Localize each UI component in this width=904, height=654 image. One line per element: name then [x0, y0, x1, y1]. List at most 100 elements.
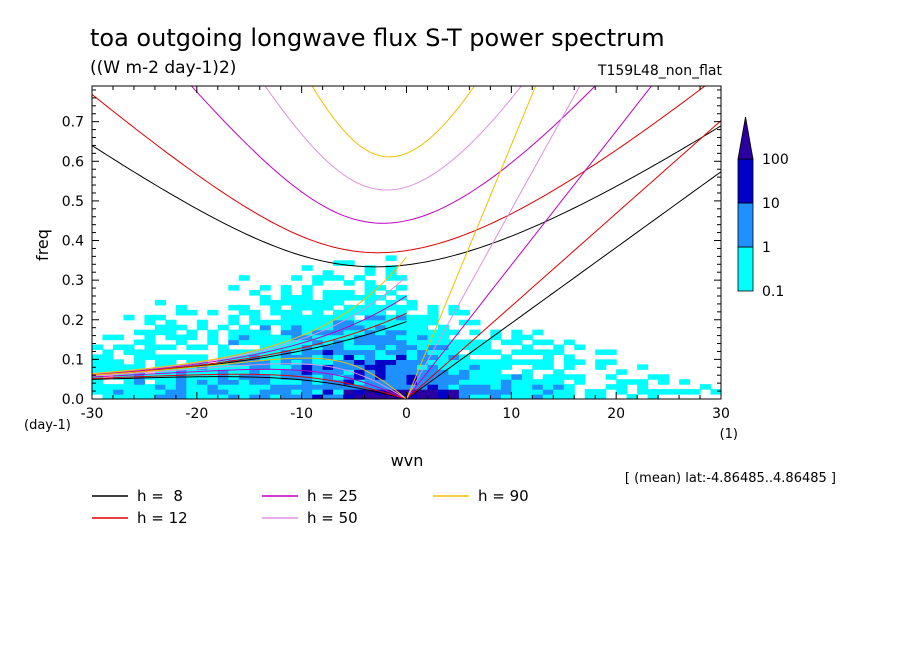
power-cell — [416, 359, 429, 365]
power-cell — [343, 295, 355, 301]
power-cell — [385, 389, 397, 395]
power-cell — [144, 314, 156, 321]
power-cell — [563, 359, 575, 365]
power-cell — [574, 344, 586, 351]
power-cell — [448, 344, 460, 351]
power-cell — [458, 319, 470, 326]
power-cell — [458, 364, 470, 370]
power-cell — [112, 394, 125, 399]
power-cell — [312, 374, 324, 380]
power-cell — [280, 285, 292, 291]
power-cell — [238, 389, 250, 395]
power-cell — [416, 329, 429, 336]
power-cell — [542, 384, 554, 390]
power-cell — [291, 309, 303, 316]
power-cell — [354, 309, 366, 316]
power-cell — [312, 319, 324, 326]
power-cell — [186, 384, 198, 390]
power-cell — [364, 344, 376, 351]
power-cell — [679, 389, 691, 395]
power-cell — [196, 324, 208, 331]
power-cell — [396, 285, 408, 291]
power-cell — [333, 384, 345, 390]
power-cell — [154, 354, 166, 360]
power-cell — [291, 304, 303, 311]
power-cell — [354, 389, 366, 395]
power-cell — [469, 359, 481, 365]
power-cell — [385, 324, 397, 331]
power-cell — [238, 379, 250, 385]
power-cell — [270, 369, 282, 375]
power-cell — [385, 265, 397, 271]
power-cell — [322, 334, 334, 341]
power-cell — [249, 359, 261, 365]
power-cell — [385, 319, 397, 326]
power-cell — [102, 349, 114, 356]
power-cell — [343, 374, 355, 380]
power-cell — [385, 364, 397, 370]
power-cell — [228, 369, 240, 375]
power-cell — [521, 359, 533, 365]
power-cell — [616, 384, 628, 390]
dispersion-curve-mrg — [92, 256, 407, 374]
y-axis-label: freq — [33, 229, 52, 261]
power-cell — [563, 389, 575, 395]
power-cell — [333, 329, 345, 336]
power-cell — [112, 389, 125, 395]
power-cell — [322, 339, 334, 346]
power-cell — [479, 359, 491, 365]
power-cell — [228, 285, 240, 291]
power-cell — [333, 364, 345, 370]
power-cell — [364, 379, 376, 385]
y-tick-label: 0.6 — [62, 154, 84, 170]
power-cell — [595, 359, 607, 365]
power-cell — [312, 280, 324, 286]
power-cell — [280, 309, 292, 316]
power-cell — [448, 339, 460, 346]
dispersion-curve-rossby — [92, 363, 407, 399]
legend: h = 8 h = 12 h = 25 h = 50 h = 90 — [92, 487, 529, 527]
power-cell — [217, 369, 229, 375]
power-cell — [301, 379, 313, 385]
power-cell — [301, 354, 313, 360]
power-cell — [301, 285, 313, 291]
dispersion-curve-kelvin — [406, 171, 721, 399]
power-cell — [511, 394, 523, 399]
power-cell — [249, 384, 261, 390]
power-cell — [186, 394, 198, 399]
power-cell — [280, 364, 292, 370]
power-cell — [406, 344, 418, 351]
power-cell — [154, 359, 166, 365]
power-cell — [133, 384, 146, 390]
power-cell — [500, 379, 512, 385]
power-cell — [511, 389, 523, 395]
power-cell — [343, 304, 355, 311]
colorbar-level-label: 1 — [762, 240, 771, 256]
power-cell — [291, 349, 303, 356]
power-cell — [500, 354, 512, 360]
power-cell — [679, 379, 691, 385]
power-cell — [375, 309, 387, 316]
power-cell — [354, 369, 366, 375]
power-cell — [154, 344, 166, 351]
colorbar-level-label: 100 — [762, 152, 789, 168]
power-cell — [207, 379, 219, 385]
power-cell — [385, 374, 397, 380]
power-cell — [396, 369, 408, 375]
power-cell — [259, 369, 271, 375]
power-cell — [500, 339, 512, 346]
power-cell — [437, 379, 450, 385]
power-cell — [112, 344, 125, 351]
power-cell — [490, 389, 502, 395]
power-cell — [500, 384, 512, 390]
power-cell — [416, 314, 429, 321]
power-cell — [343, 260, 355, 266]
power-cell — [333, 359, 345, 365]
power-cell — [511, 334, 523, 341]
power-cell — [291, 389, 303, 395]
power-cell — [280, 389, 292, 395]
x-tick-label: 30 — [712, 406, 730, 422]
power-cell — [196, 389, 208, 395]
power-cell — [354, 334, 366, 341]
power-cell — [563, 394, 575, 399]
